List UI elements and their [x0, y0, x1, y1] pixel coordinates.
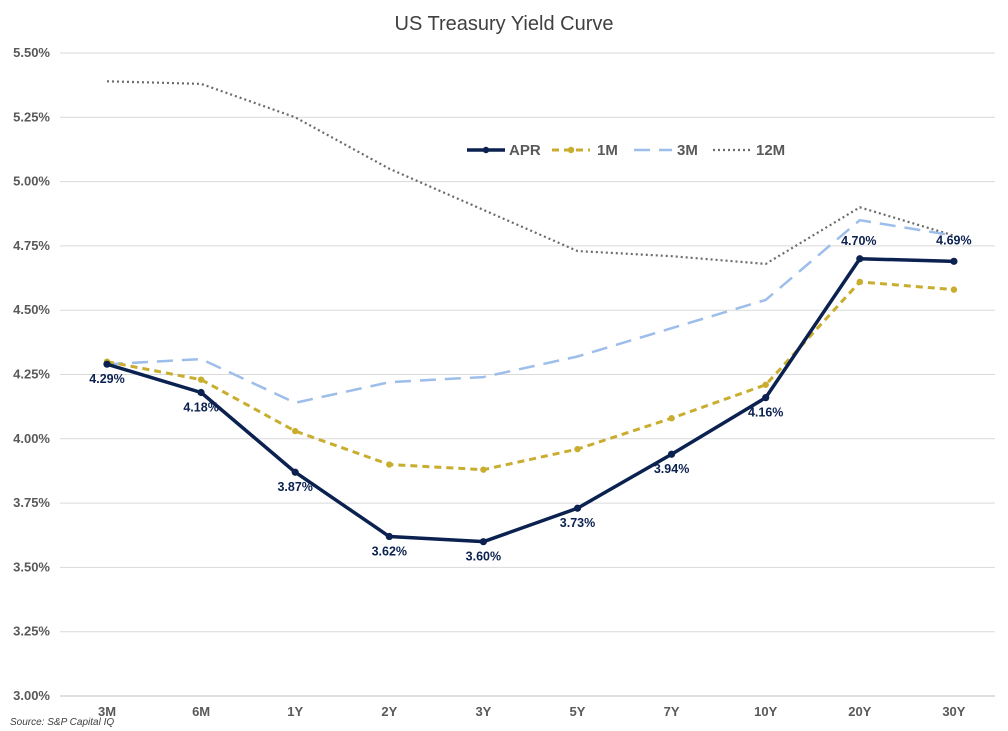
point-1m	[292, 427, 299, 435]
data-label: 3.94%	[654, 462, 689, 476]
y-tick-label: 4.25%	[13, 367, 50, 382]
point-apr	[573, 504, 582, 512]
data-label: 3.87%	[277, 480, 312, 494]
x-tick-label: 2Y	[381, 704, 397, 719]
point-1m	[574, 445, 581, 453]
point-apr	[856, 255, 864, 263]
y-tick-label: 4.50%	[13, 302, 50, 317]
x-tick-label: 3Y	[475, 704, 491, 719]
point-1m	[668, 415, 675, 422]
legend-marker	[567, 146, 575, 154]
x-tick-label: 7Y	[664, 704, 680, 719]
y-axis: 3.00% 3.25% 3.50% 3.75% 4.00% 4.25% 4.50% 4.75%…	[13, 45, 50, 703]
y-tick-label: 3.00%	[13, 688, 50, 703]
point-apr	[197, 388, 205, 397]
point-apr	[479, 538, 487, 546]
data-label: 4.18%	[183, 401, 218, 415]
source-note: Source: S&P Capital IQ	[10, 717, 115, 728]
data-label: 4.69%	[936, 233, 971, 247]
point-1m	[856, 278, 863, 286]
point-apr	[668, 450, 676, 458]
legend: APR 1M 3M 12M	[467, 142, 785, 159]
series-line-3m	[106, 218, 955, 405]
point-1m	[950, 286, 958, 293]
x-axis: 3M 6M 1Y 2Y 3Y 5Y 7Y 10Y 20Y 30Y	[98, 704, 966, 719]
point-apr	[103, 360, 111, 368]
x-tick-label: 5Y	[570, 704, 586, 719]
data-labels: 4.29% 4.18% 3.87% 3.62% 3.60% 3.73% 3.94% 4.16%…	[89, 233, 971, 563]
series-line-12m	[106, 80, 955, 266]
point-1m	[386, 461, 393, 468]
point-apr	[762, 394, 770, 402]
point-1m	[762, 381, 769, 388]
point-1m	[197, 376, 205, 383]
legend-marker	[482, 146, 490, 154]
y-tick-label: 4.75%	[13, 238, 50, 253]
gridlines	[60, 52, 995, 697]
data-label: 3.73%	[560, 516, 595, 530]
x-tick-label: 1Y	[287, 704, 303, 719]
y-tick-label: 5.00%	[13, 174, 50, 189]
x-tick-label: 6M	[192, 704, 210, 719]
y-tick-label: 3.75%	[13, 495, 50, 510]
y-tick-label: 5.25%	[13, 109, 50, 124]
y-tick-label: 3.25%	[13, 624, 50, 639]
x-tick-label: 20Y	[848, 704, 871, 719]
series-markers	[103, 255, 958, 546]
data-label: 3.60%	[466, 550, 501, 564]
chart-title: US Treasury Yield Curve	[395, 13, 614, 35]
data-label: 4.70%	[841, 234, 876, 248]
point-apr	[950, 257, 958, 265]
point-apr	[385, 532, 393, 541]
x-tick-label: 10Y	[754, 704, 777, 719]
y-tick-label: 5.50%	[13, 45, 50, 60]
series-line-apr	[106, 257, 954, 544]
x-tick-label: 30Y	[942, 704, 965, 719]
data-label: 3.62%	[372, 545, 407, 559]
series-line-1m	[106, 280, 955, 472]
point-1m	[480, 466, 487, 473]
data-label: 4.16%	[748, 406, 783, 420]
legend-label-1m: 1M	[597, 142, 618, 159]
data-label: 4.29%	[89, 372, 124, 386]
series-lines	[106, 80, 955, 544]
y-tick-label: 3.50%	[13, 559, 50, 574]
legend-label-12m: 12M	[756, 142, 785, 159]
x-tick-label: 3M	[98, 704, 116, 719]
legend-label-apr: APR	[509, 142, 541, 159]
point-apr	[291, 468, 299, 476]
legend-label-3m: 3M	[677, 142, 698, 159]
y-tick-label: 4.00%	[13, 431, 50, 446]
